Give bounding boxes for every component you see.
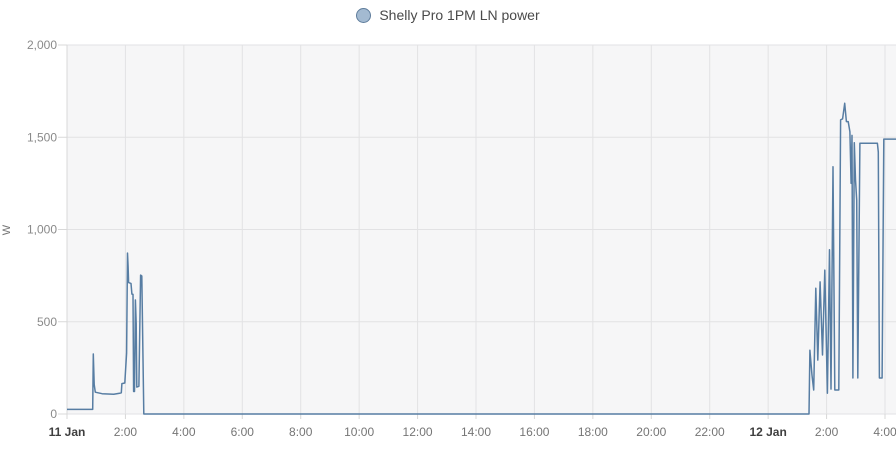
y-tick-label: 2,000 xyxy=(27,38,57,52)
y-tick-label: 1,000 xyxy=(27,223,57,237)
y-tick-label: 0 xyxy=(50,407,57,421)
legend-label: Shelly Pro 1PM LN power xyxy=(379,7,540,23)
x-date-label: 11 Jan xyxy=(49,425,86,439)
x-tick-label: 4:00 xyxy=(172,425,196,439)
x-tick-label: 22:00 xyxy=(695,425,725,439)
x-tick-label: 16:00 xyxy=(519,425,549,439)
x-tick-label: 20:00 xyxy=(636,425,666,439)
legend-item[interactable]: Shelly Pro 1PM LN power xyxy=(0,7,896,23)
x-tick-label: 2:00 xyxy=(815,425,839,439)
legend-dot-icon xyxy=(356,7,372,23)
x-tick-label: 18:00 xyxy=(578,425,608,439)
y-axis-unit-label: W xyxy=(1,224,13,235)
x-tick-label: 12:00 xyxy=(403,425,433,439)
x-tick-label: 10:00 xyxy=(344,425,374,439)
x-tick-label: 14:00 xyxy=(461,425,491,439)
x-date-label: 12 Jan xyxy=(749,425,786,439)
series-line[interactable] xyxy=(67,102,896,415)
x-tick-label: 4:00 xyxy=(873,425,896,439)
x-tick-label: 8:00 xyxy=(289,425,313,439)
y-tick-label: 500 xyxy=(37,315,57,329)
y-tick-label: 1,500 xyxy=(27,130,57,144)
x-tick-label: 2:00 xyxy=(114,425,138,439)
x-tick-label: 6:00 xyxy=(231,425,255,439)
